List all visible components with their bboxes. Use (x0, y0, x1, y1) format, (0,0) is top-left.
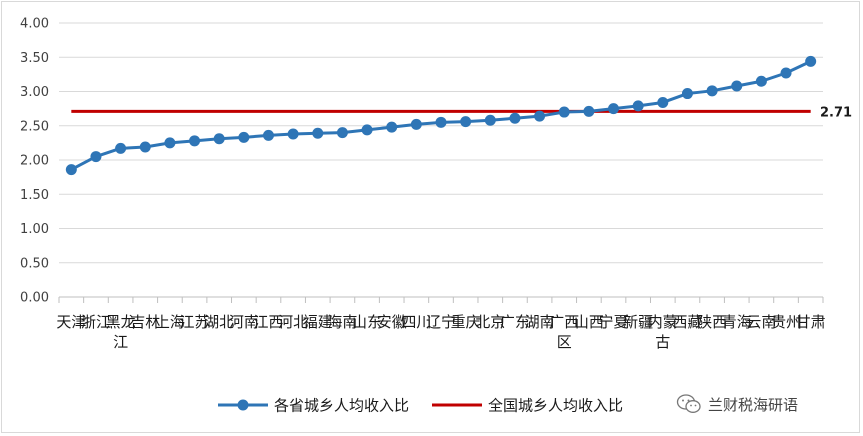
x-tick-label: 黑龙江 (106, 313, 136, 351)
data-point (780, 67, 792, 79)
x-tick-label: 宁夏 (599, 313, 629, 331)
data-point (164, 137, 176, 149)
legend: 各省城乡人均收入比 全国城乡人均收入比 (218, 397, 623, 415)
watermark: 兰财税海研语 (676, 390, 798, 418)
x-tick-label: 湖北 (204, 313, 234, 331)
data-point (583, 105, 595, 117)
y-tick-label: 2.50 (20, 119, 49, 134)
x-tick-label: 海南 (327, 313, 357, 331)
y-tick-label: 2.00 (20, 154, 49, 169)
x-tick-label: 安徽 (377, 313, 407, 331)
data-point (238, 131, 250, 143)
y-tick-label: 0.50 (20, 256, 49, 271)
data-point (558, 106, 570, 118)
reference-line-label: 2.71 (820, 105, 852, 120)
y-tick-label: 4.00 (20, 17, 49, 32)
x-tick-label: 山东 (352, 313, 382, 331)
x-axis: 天津浙江黑龙江吉林上海江苏湖北河南江西河北福建海南山东安徽四川辽宁重庆北京广东湖… (56, 296, 826, 351)
data-point (410, 118, 422, 130)
data-point (534, 110, 546, 122)
data-point (189, 135, 201, 147)
data-point (386, 121, 398, 133)
x-tick-label: 吉林 (130, 313, 160, 331)
data-point (213, 133, 225, 145)
x-tick-label: 西藏 (672, 313, 702, 331)
x-tick-label: 内蒙古 (648, 313, 678, 351)
x-tick-label: 云南 (746, 313, 776, 331)
data-point (435, 116, 447, 128)
x-tick-label: 江苏 (180, 313, 210, 331)
data-point (608, 103, 620, 115)
legend-series-label: 各省城乡人均收入比 (274, 397, 409, 415)
series-line (70, 60, 812, 171)
x-tick-label: 甘肃 (796, 313, 826, 331)
data-point (509, 112, 521, 124)
y-tick-label: 1.00 (20, 222, 49, 237)
legend-series-marker (237, 399, 249, 411)
x-tick-label: 贵州 (771, 313, 801, 331)
x-tick-label: 河北 (278, 313, 308, 331)
series-group (65, 55, 817, 176)
y-axis: 0.00 0.50 1.00 1.50 2.00 2.50 3.00 3.50 4.00 (20, 17, 49, 306)
data-point (460, 116, 472, 128)
x-tick-label: 浙江 (81, 313, 111, 331)
x-tick-label: 湖南 (525, 313, 555, 331)
x-tick-label: 辽宁 (426, 313, 456, 331)
data-point (139, 141, 151, 153)
data-point (731, 80, 743, 92)
x-tick-label: 河南 (229, 313, 259, 331)
data-point (312, 127, 324, 139)
wechat-icon (676, 394, 701, 413)
x-tick-label: 天津 (56, 313, 86, 331)
data-point (65, 164, 77, 176)
x-tick-label: 上海 (155, 313, 185, 331)
x-tick-label: 陕西 (697, 313, 727, 331)
watermark-text: 兰财税海研语 (708, 395, 799, 414)
x-tick-label: 新疆 (623, 313, 653, 331)
x-tick-label: 广东 (500, 313, 530, 331)
data-point (805, 55, 817, 67)
data-point (115, 142, 127, 154)
data-point (262, 129, 274, 141)
data-point (706, 85, 718, 97)
x-tick-label: 山西 (574, 313, 604, 331)
legend-reference-label: 全国城乡人均收入比 (488, 397, 623, 415)
x-tick-label: 广西区 (549, 313, 579, 351)
x-tick-label: 重庆 (451, 313, 481, 331)
data-point (361, 124, 373, 136)
reference-line-group: 2.71 (71, 105, 852, 120)
x-tick-label: 江西 (253, 313, 283, 331)
y-tick-label: 3.50 (20, 51, 49, 66)
y-gridlines (59, 22, 823, 298)
y-tick-label: 1.50 (20, 188, 49, 203)
data-point (287, 128, 299, 140)
data-point (632, 100, 644, 112)
data-point (90, 151, 102, 163)
y-tick-label: 0.00 (20, 291, 49, 306)
x-tick-label: 福建 (303, 313, 333, 331)
data-point (681, 88, 693, 100)
data-point (657, 96, 669, 108)
x-tick-label: 北京 (475, 313, 505, 331)
x-tick-label: 四川 (401, 313, 431, 331)
x-tick-label: 青海 (722, 313, 752, 331)
data-point (755, 75, 767, 87)
data-point (484, 114, 496, 126)
data-point (336, 127, 348, 139)
y-tick-label: 3.00 (20, 85, 49, 100)
